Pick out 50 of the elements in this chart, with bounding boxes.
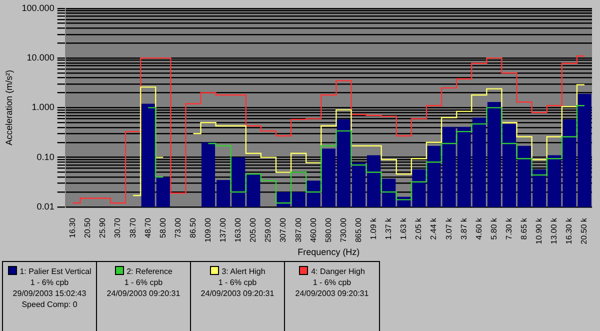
- x-tick-label: 16.30: [68, 217, 78, 238]
- x-tick-label: 13.00 k: [550, 216, 559, 244]
- x-tick-label: 3.87 k: [459, 216, 468, 240]
- x-tick-label: 48.70: [143, 217, 152, 238]
- x-tick-label: 580.00: [324, 217, 333, 242]
- x-tick-label: 1.09 k: [369, 216, 378, 240]
- x-tick-label: 8.65 k: [519, 216, 528, 240]
- text: 1 - 6% cpb 24/09/2003 09:20:31: [294, 277, 370, 299]
- legend-label: 3: Alert High: [222, 267, 266, 276]
- x-tick-label: 730.00: [338, 217, 348, 242]
- x-tick-label: 30.70: [113, 217, 122, 238]
- x-tick-label: 58.00: [158, 217, 168, 238]
- legend-label: 1: Palier Est Vertical: [20, 267, 92, 276]
- x-tick-label: 163.00: [234, 217, 243, 242]
- y-tick-label: 100.000: [22, 2, 54, 13]
- x-tick-label: 2.05 k: [414, 216, 424, 240]
- x-tick-label: 1.63 k: [399, 216, 408, 240]
- x-tick-label: 73.00: [173, 217, 182, 238]
- x-tick-label: 16.30 k: [564, 216, 574, 244]
- x-tick-label: 307.00: [278, 217, 288, 242]
- x-tick-label: 259.00: [264, 217, 273, 242]
- x-tick-label: 1.37 k: [384, 216, 394, 240]
- text: 1 - 6% cpb 29/09/2003 15:02:43 Speed Comp: 0: [12, 277, 88, 310]
- x-tick-label: 20.50: [83, 217, 92, 238]
- x-tick-label: 460.00: [308, 217, 318, 242]
- y-tick-label: 0.10: [36, 152, 54, 162]
- x-tick-label: 205.00: [248, 217, 258, 242]
- x-tick-label: 3.07 k: [444, 216, 454, 240]
- x-tick-label: 137.00: [218, 217, 228, 242]
- x-tick-label: 5.80 k: [489, 216, 498, 240]
- x-tick-label: 10.90 k: [534, 216, 544, 244]
- y-axis-title: Acceleration (m/s²): [4, 70, 14, 146]
- x-tick-label: 4.60 k: [474, 216, 484, 240]
- y-tick-label: 0.01: [36, 201, 54, 212]
- x-tick-label: 25.90: [98, 217, 108, 238]
- x-tick-label: 2.44 k: [429, 216, 438, 240]
- legend-label: 2: Reference: [126, 267, 172, 276]
- x-tick-label: 7.30 k: [504, 216, 514, 240]
- x-tick-label: 20.50 k: [580, 216, 589, 244]
- x-tick-label: 38.70: [128, 217, 138, 238]
- y-tick-label: 10.000: [26, 52, 54, 63]
- x-tick-label: 387.00: [294, 217, 303, 242]
- text: 1 - 6% cpb 24/09/2003 09:20:31: [200, 277, 276, 299]
- x-tick-label: 109.00: [203, 217, 212, 242]
- y-tick-label: 1.000: [32, 102, 54, 112]
- x-tick-label: 865.00: [354, 217, 363, 242]
- text: 1 - 6% cpb 24/09/2003 09:20:31: [106, 277, 182, 299]
- legend-label: 4: Danger High: [311, 267, 365, 276]
- x-tick-label: 86.50: [188, 217, 198, 238]
- x-axis-title: Frequency (Hz): [298, 247, 360, 258]
